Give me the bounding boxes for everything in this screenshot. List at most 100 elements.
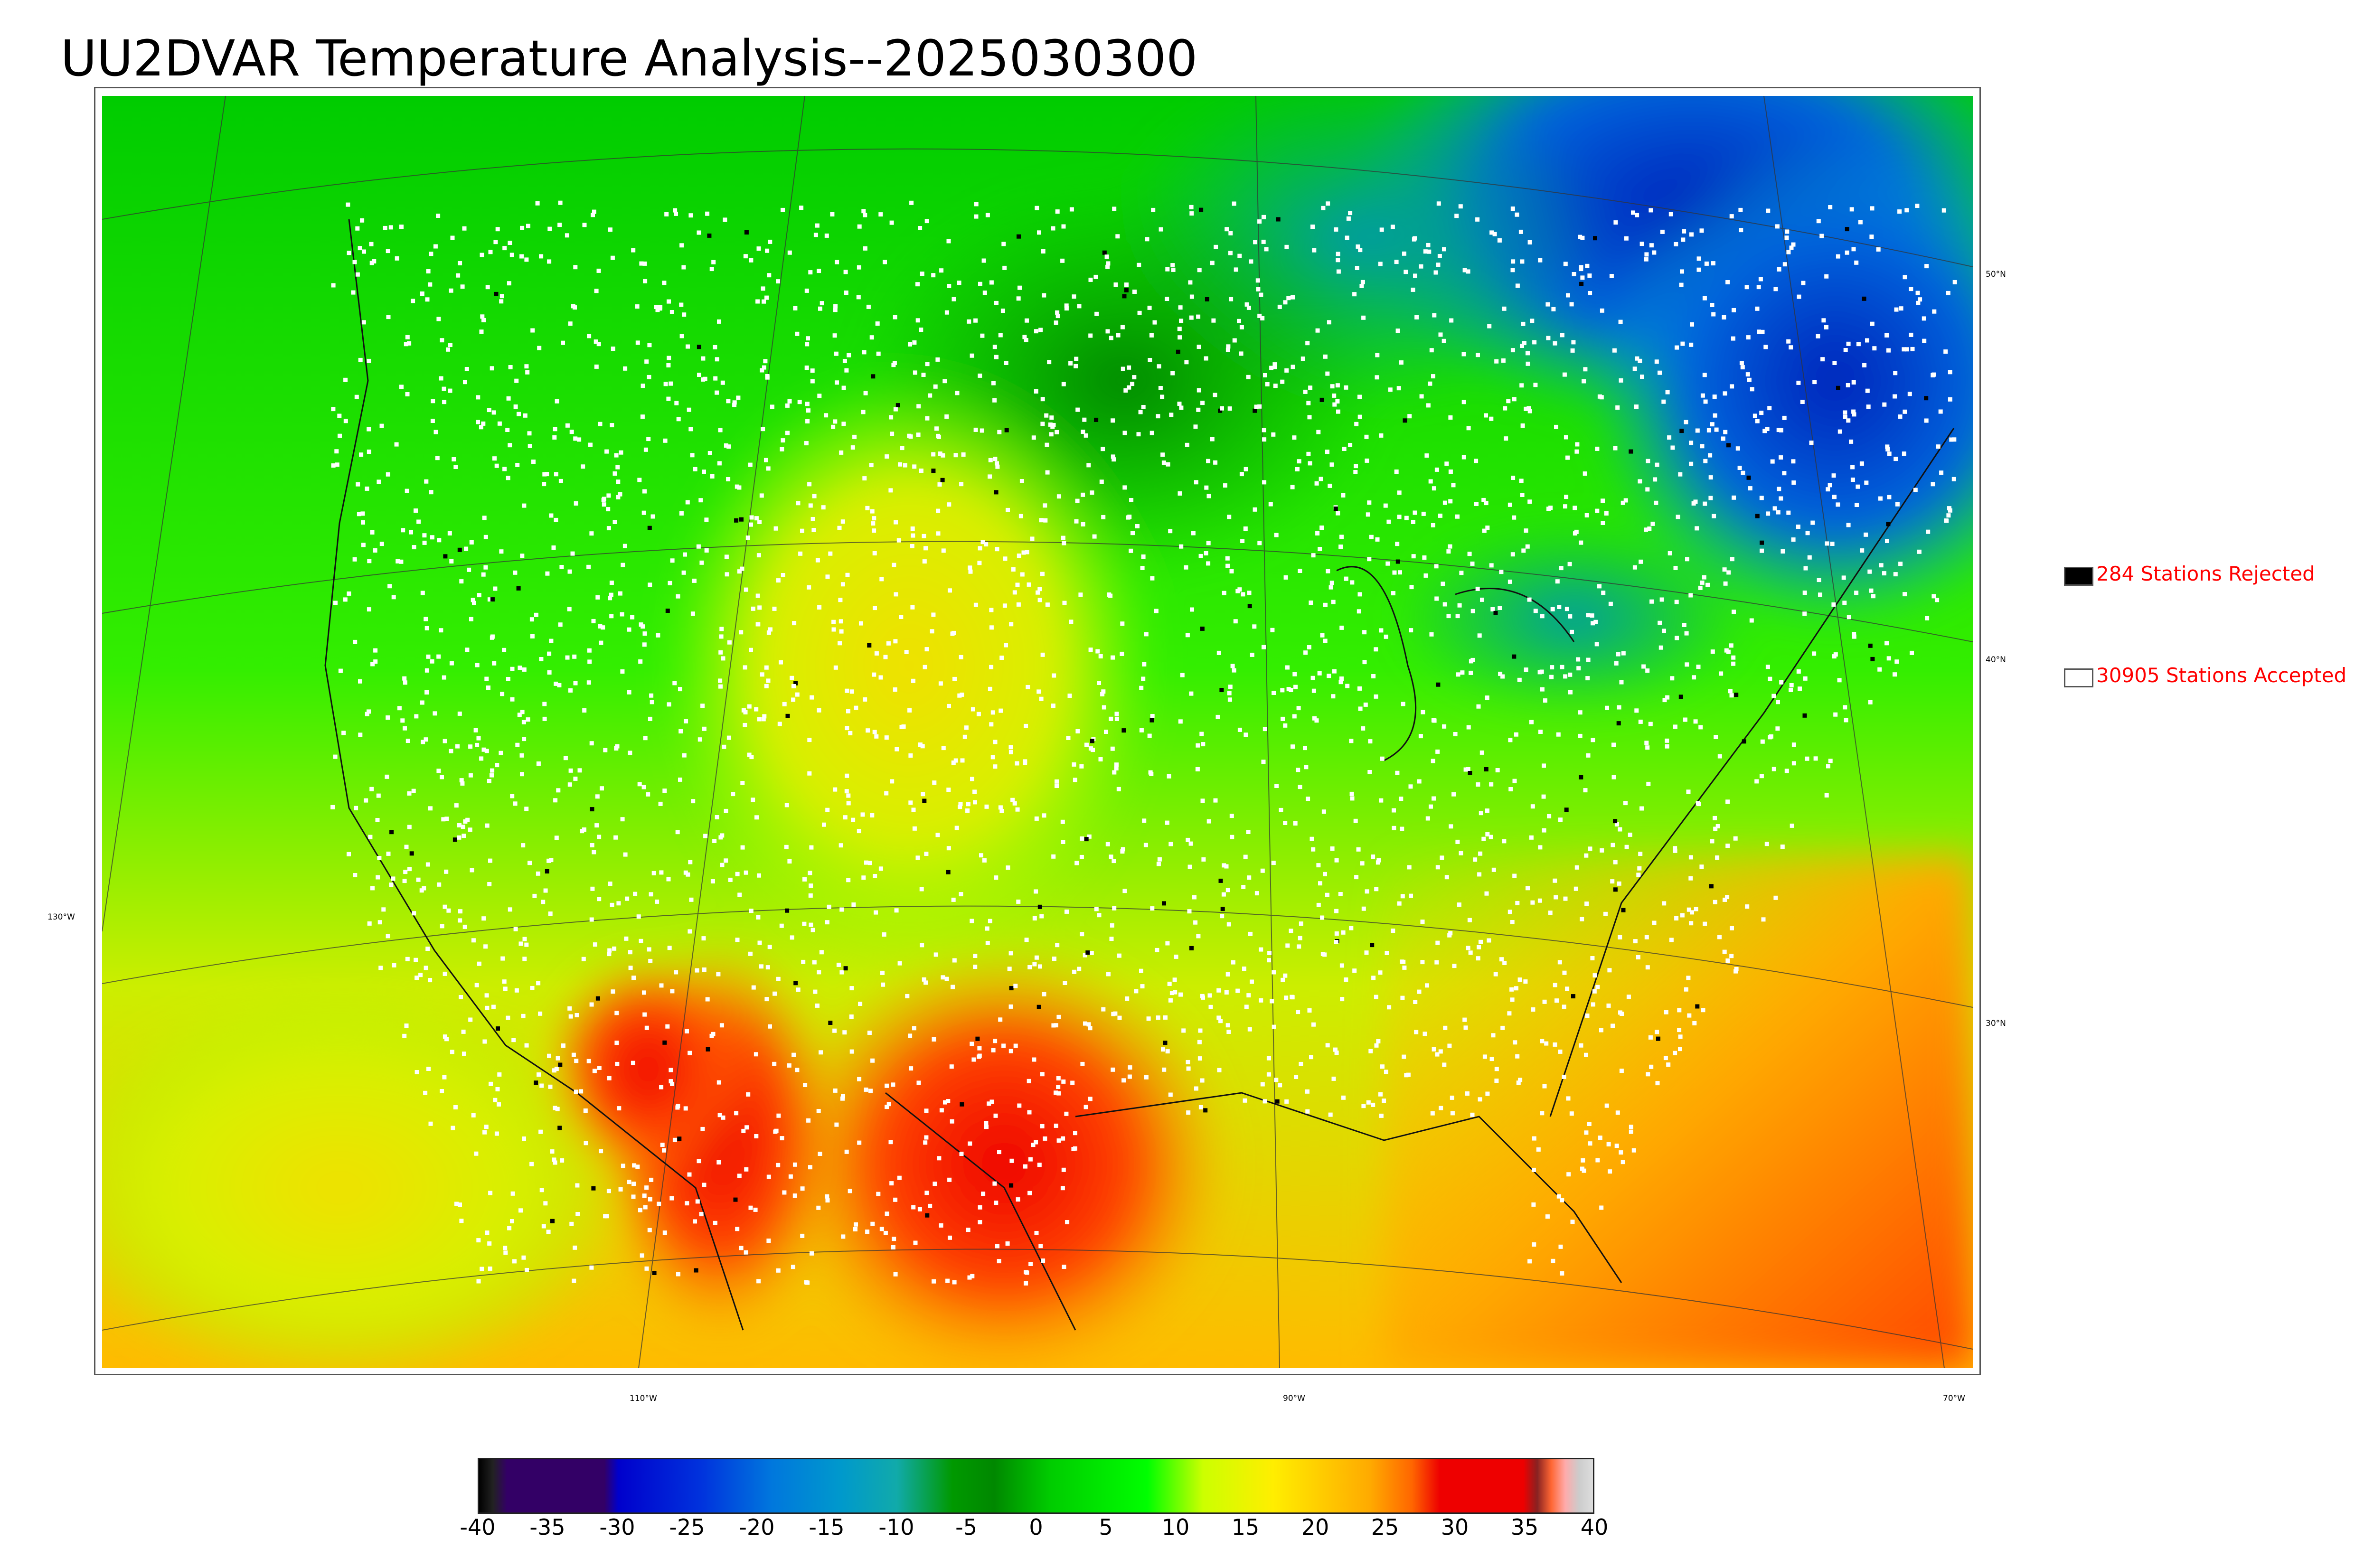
accepted-station-marker bbox=[768, 627, 772, 632]
accepted-station-marker bbox=[1200, 1078, 1205, 1083]
accepted-station-marker bbox=[502, 979, 507, 984]
accepted-station-marker bbox=[1390, 225, 1395, 229]
accepted-station-marker bbox=[1056, 494, 1061, 499]
accepted-station-marker bbox=[1056, 1138, 1061, 1143]
accepted-station-marker bbox=[724, 808, 728, 813]
accepted-station-marker bbox=[1701, 1008, 1705, 1013]
accepted-station-marker bbox=[1240, 539, 1245, 543]
accepted-station-marker bbox=[1588, 291, 1592, 295]
rejected-station-marker bbox=[1836, 385, 1840, 390]
accepted-station-marker bbox=[662, 789, 667, 793]
accepted-station-marker bbox=[663, 438, 668, 443]
accepted-station-marker bbox=[525, 370, 530, 375]
accepted-station-marker bbox=[1893, 394, 1897, 399]
accepted-station-marker bbox=[1277, 304, 1282, 309]
accepted-station-marker bbox=[851, 817, 856, 822]
accepted-station-marker bbox=[1232, 201, 1236, 206]
accepted-station-marker bbox=[521, 720, 526, 724]
accepted-station-marker bbox=[951, 985, 955, 989]
accepted-station-marker bbox=[781, 207, 785, 212]
accepted-station-marker bbox=[1490, 607, 1495, 611]
accepted-station-marker bbox=[510, 1219, 514, 1223]
accepted-station-marker bbox=[1501, 358, 1506, 363]
accepted-station-marker bbox=[1404, 270, 1408, 274]
accepted-station-marker bbox=[1678, 472, 1683, 477]
accepted-station-marker bbox=[1008, 745, 1013, 750]
accepted-station-marker bbox=[1400, 995, 1405, 1000]
accepted-station-marker bbox=[484, 749, 489, 753]
accepted-station-marker bbox=[1519, 383, 1524, 388]
accepted-station-marker bbox=[1545, 1214, 1550, 1219]
accepted-station-marker bbox=[402, 676, 407, 681]
colorbar-tick-label: -5 bbox=[955, 1514, 977, 1540]
accepted-station-marker bbox=[1714, 427, 1719, 432]
accepted-station-marker bbox=[424, 690, 429, 695]
accepted-station-marker bbox=[1484, 891, 1489, 896]
accepted-station-marker bbox=[1931, 373, 1935, 377]
accepted-station-marker bbox=[1635, 213, 1639, 217]
colorbar-tick-label: 15 bbox=[1231, 1514, 1260, 1540]
accepted-station-marker bbox=[1262, 428, 1266, 432]
accepted-station-marker bbox=[997, 1259, 1001, 1264]
accepted-station-marker bbox=[603, 748, 608, 752]
accepted-station-marker bbox=[1044, 413, 1049, 418]
accepted-station-marker bbox=[1703, 459, 1708, 463]
accepted-station-marker bbox=[977, 561, 982, 565]
accepted-station-marker bbox=[1673, 848, 1677, 853]
accepted-station-marker bbox=[1336, 269, 1341, 274]
accepted-station-marker bbox=[1032, 1057, 1036, 1062]
accepted-station-marker bbox=[1819, 234, 1824, 238]
accepted-station-marker bbox=[405, 739, 410, 743]
accepted-station-marker bbox=[702, 1183, 707, 1187]
accepted-station-marker bbox=[1931, 482, 1935, 487]
accepted-station-marker bbox=[1125, 996, 1130, 1001]
accepted-station-marker bbox=[1037, 230, 1041, 235]
accepted-station-marker bbox=[1198, 554, 1203, 558]
accepted-station-marker bbox=[820, 301, 824, 306]
accepted-station-marker bbox=[1946, 291, 1950, 295]
accepted-station-marker bbox=[1631, 210, 1635, 215]
accepted-station-marker bbox=[1032, 916, 1037, 920]
accepted-station-marker bbox=[1397, 901, 1402, 906]
accepted-station-marker bbox=[1580, 1166, 1584, 1171]
accepted-station-marker bbox=[1608, 1169, 1612, 1174]
accepted-station-marker bbox=[970, 919, 974, 923]
accepted-station-marker bbox=[1746, 335, 1751, 340]
accepted-station-marker bbox=[760, 368, 764, 373]
accepted-station-marker bbox=[1583, 471, 1587, 476]
accepted-station-marker bbox=[705, 211, 710, 216]
accepted-station-marker bbox=[388, 225, 393, 230]
accepted-station-marker bbox=[1598, 1136, 1602, 1140]
accepted-station-marker bbox=[559, 565, 564, 569]
accepted-station-marker bbox=[1055, 943, 1060, 948]
accepted-station-marker bbox=[476, 1238, 481, 1243]
accepted-station-marker bbox=[908, 434, 913, 439]
accepted-station-marker bbox=[845, 773, 849, 778]
accepted-station-marker bbox=[867, 1031, 872, 1035]
accepted-station-marker bbox=[1607, 968, 1612, 973]
accepted-station-marker bbox=[1541, 794, 1546, 799]
accepted-station-marker bbox=[1034, 389, 1038, 394]
accepted-station-marker bbox=[386, 934, 390, 939]
accepted-station-marker bbox=[1830, 542, 1835, 546]
accepted-station-marker bbox=[369, 787, 374, 791]
accepted-station-marker bbox=[437, 538, 442, 543]
accepted-station-marker bbox=[594, 289, 599, 293]
accepted-station-marker bbox=[1562, 1005, 1566, 1009]
accepted-station-marker bbox=[1640, 375, 1644, 379]
accepted-station-marker bbox=[740, 781, 745, 785]
accepted-station-marker bbox=[1041, 249, 1046, 254]
accepted-station-marker bbox=[1281, 716, 1285, 721]
accepted-station-marker bbox=[666, 396, 671, 401]
accepted-station-marker bbox=[1189, 211, 1194, 216]
accepted-station-marker bbox=[810, 1251, 814, 1256]
temperature-map[interactable] bbox=[94, 87, 1981, 1375]
accepted-station-marker bbox=[1723, 897, 1727, 902]
accepted-station-marker bbox=[1425, 983, 1429, 988]
accepted-station-marker bbox=[1587, 1122, 1592, 1126]
accepted-station-marker bbox=[1741, 470, 1745, 475]
accepted-station-marker bbox=[1578, 710, 1583, 715]
accepted-station-marker bbox=[1469, 670, 1473, 675]
accepted-station-marker bbox=[1767, 406, 1772, 411]
accepted-station-marker bbox=[543, 888, 548, 893]
